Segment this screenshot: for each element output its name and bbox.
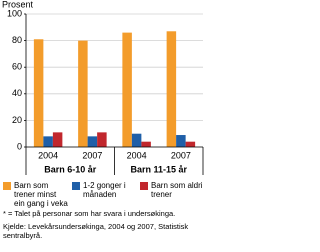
bar [87, 136, 98, 147]
y-tick-label: 0 [17, 141, 22, 151]
bar [166, 31, 177, 147]
bar [43, 136, 53, 147]
y-tick-label: 40 [12, 88, 22, 98]
bar [176, 135, 186, 147]
source: Kjelde: Levekårsundersøkinga, 2004 og 20… [3, 222, 189, 240]
y-axis-label: Prosent [2, 0, 34, 9]
legend-label: Barn som trener minst ein gang i veka [14, 181, 68, 208]
legend-item: 1-2 gonger i månaden [72, 181, 138, 199]
legend-swatch [3, 182, 11, 190]
footnote: * = Talet på personar som har svara i un… [3, 209, 176, 218]
y-tick-label: 20 [12, 115, 22, 125]
bar [52, 132, 63, 147]
bar [185, 141, 196, 147]
x-tick-label: 2004 [127, 150, 147, 160]
plot: Prosent 0 20 40 60 80 100 2004 2007 2004 2007 Barn… [2, 0, 204, 175]
bar [33, 39, 44, 147]
bar [97, 132, 107, 147]
y-tick-label: 60 [12, 62, 22, 72]
chart: Prosent 0 20 40 60 80 100 2004 2007 2004 2007 Barn… [2, 0, 204, 240]
legend-item: Barn som aldri trener [140, 181, 204, 199]
bar [78, 40, 88, 147]
bar [141, 141, 151, 147]
group-label: Barn 6-10 år [44, 164, 97, 174]
y-tick-label: 100 [7, 8, 22, 18]
legend-label: 1-2 gonger i månaden [83, 181, 126, 199]
bar [122, 32, 132, 148]
bar [131, 133, 142, 147]
x-tick-label: 2007 [171, 150, 191, 160]
x-tick-label: 2007 [82, 150, 102, 160]
legend-swatch [140, 182, 148, 190]
x-tick-label: 2004 [38, 150, 58, 160]
y-tick-label: 80 [12, 35, 22, 45]
group-label: Barn 11-15 år [130, 164, 187, 174]
legend-label: Barn som aldri trener [151, 181, 203, 199]
legend-item: Barn som trener minst ein gang i veka [3, 181, 69, 208]
legend-swatch [72, 182, 80, 190]
